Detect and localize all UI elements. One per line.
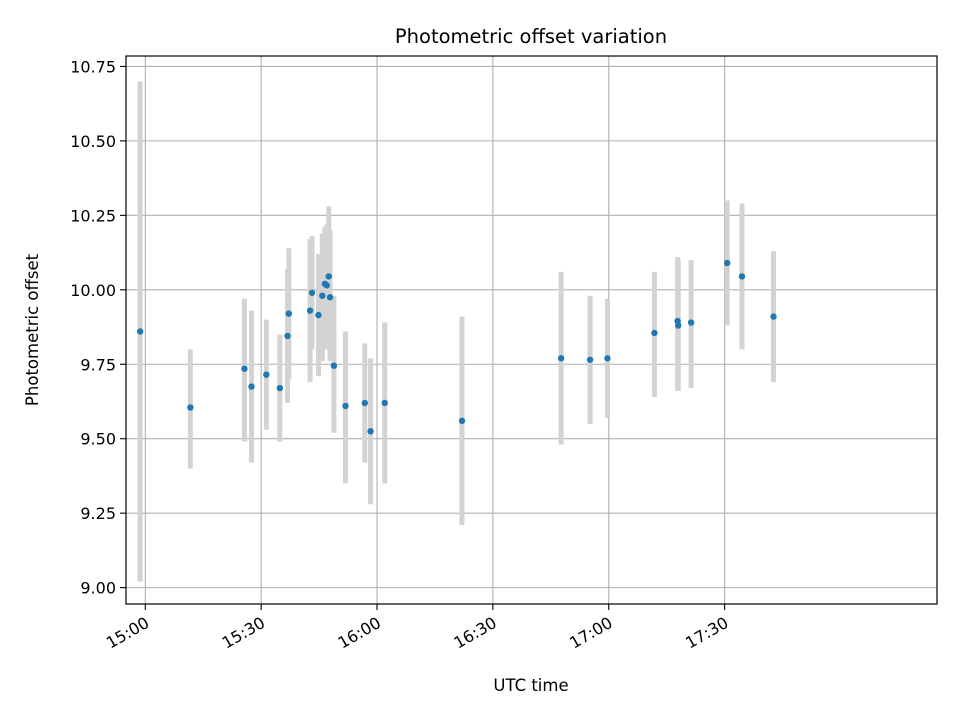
data-point [687, 319, 695, 326]
y-tick-label: 10.75 [70, 57, 116, 76]
y-axis-title: Photometric offset [23, 253, 42, 406]
data-point [241, 365, 248, 372]
data-point [458, 417, 466, 425]
data-point [187, 404, 194, 411]
data-point [675, 322, 682, 329]
x-tick-label: 16:30 [450, 613, 499, 653]
y-tick-label: 10.25 [70, 206, 116, 225]
x-tick-label: 17:00 [566, 613, 615, 653]
data-point [248, 383, 255, 390]
y-tick-label: 9.25 [80, 504, 116, 523]
data-point [330, 362, 338, 369]
data-point [361, 399, 368, 407]
data-point [319, 292, 326, 299]
data-point [326, 294, 334, 301]
y-tick-label: 9.75 [80, 355, 116, 374]
x-tick-label: 16:00 [335, 613, 384, 653]
y-axis: 9.00 9.25 9.50 9.75 10.00 10.25 10.50 10.75 [70, 57, 126, 598]
x-tick-label: 15:00 [103, 613, 152, 653]
y-tick-label: 9.00 [80, 579, 116, 598]
data-point [586, 356, 594, 363]
error-bars [137, 81, 777, 582]
x-axis: 15:00 15:30 16:00 16:30 17:00 17:30 [103, 604, 732, 653]
data-points [136, 259, 777, 435]
data-point [308, 289, 316, 296]
y-tick-label: 9.50 [80, 430, 116, 449]
grid [126, 56, 937, 604]
data-point [557, 355, 565, 362]
data-point [738, 273, 746, 280]
data-point [263, 371, 270, 378]
data-point [136, 328, 144, 335]
chart-title: Photometric offset variation [395, 25, 667, 48]
y-tick-label: 10.50 [70, 132, 116, 151]
data-point [367, 428, 374, 435]
x-tick-label: 17:30 [682, 613, 731, 653]
data-point [285, 310, 293, 317]
data-point [323, 282, 331, 289]
y-tick-label: 10.00 [70, 281, 116, 300]
x-tick-label: 15:30 [219, 613, 268, 653]
data-point [381, 399, 388, 407]
data-point [315, 311, 322, 319]
data-point [604, 355, 611, 362]
data-point [325, 273, 332, 280]
data-point [306, 307, 314, 314]
data-point [276, 384, 284, 392]
data-point [723, 259, 731, 267]
data-point [284, 332, 291, 340]
data-point [770, 313, 777, 320]
data-point [342, 402, 349, 410]
plot-frame [125, 55, 938, 605]
data-point [651, 329, 658, 337]
x-axis-title: UTC time [493, 676, 568, 695]
